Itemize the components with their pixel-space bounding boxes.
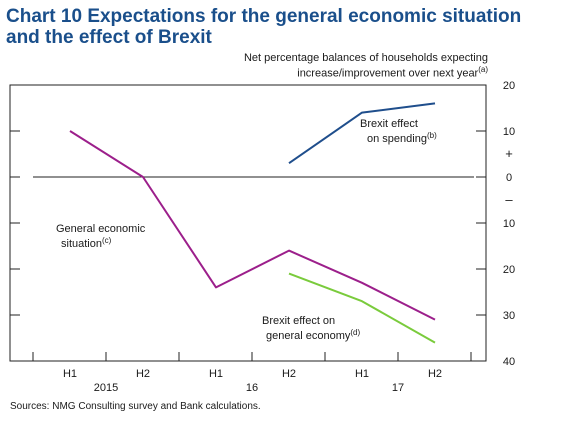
x-year-label: 2015 (94, 382, 118, 394)
y-tick-label: 20 (503, 80, 515, 92)
y-tick-label: 40 (503, 356, 515, 368)
chart-title-text: Expectations for the general economic si… (6, 6, 522, 48)
series-brexit-spending (288, 102, 436, 165)
label-economy-note: (d) (350, 328, 360, 337)
label-brexit-spending: Brexit effect on spending(b) (360, 118, 437, 145)
y-tick-label: + (505, 146, 513, 161)
series-general-economic-situation (69, 130, 436, 321)
label-general-line1: General economic (56, 223, 146, 235)
chart-title: Chart 10 Expectations for the general ec… (6, 6, 558, 48)
units-note: (a) (478, 65, 488, 74)
y-axis-units: Net percentage balances of households ex… (158, 52, 488, 80)
series-brexit-general-economy (288, 272, 436, 344)
chart-number: Chart 10 (6, 6, 83, 27)
label-general-note: (c) (102, 236, 112, 245)
label-spending-line1: Brexit effect (360, 118, 418, 130)
y-tick-label: – (505, 192, 513, 207)
y-tick-label: 20 (503, 264, 515, 276)
label-general-economic: General economic situation(c) (56, 223, 148, 250)
label-economy-line2: general economy (266, 330, 351, 342)
x-tick-label: H2 (428, 368, 442, 380)
label-spending-line2: on spending (367, 133, 427, 145)
x-tick-label: H1 (355, 368, 369, 380)
label-economy-line1: Brexit effect on (262, 315, 335, 327)
x-tick-label: H1 (209, 368, 223, 380)
label-brexit-economy: Brexit effect on general economy(d) (262, 315, 361, 342)
label-spending-note: (b) (427, 131, 437, 140)
x-tick-label: H2 (282, 368, 296, 380)
y-tick-label: 30 (503, 310, 515, 322)
x-tick-label: H1 (63, 368, 77, 380)
x-tick-label: H2 (136, 368, 150, 380)
y-tick-label: 10 (503, 126, 515, 138)
label-general-line2: situation (61, 238, 102, 250)
y-tick-label: 10 (503, 218, 515, 230)
source-note: Sources: NMG Consulting survey and Bank … (10, 401, 261, 412)
units-text: Net percentage balances of households ex… (243, 52, 488, 80)
x-year-label: 16 (246, 382, 258, 394)
y-tick-label: 0 (506, 172, 512, 184)
x-year-label: 17 (392, 382, 404, 394)
